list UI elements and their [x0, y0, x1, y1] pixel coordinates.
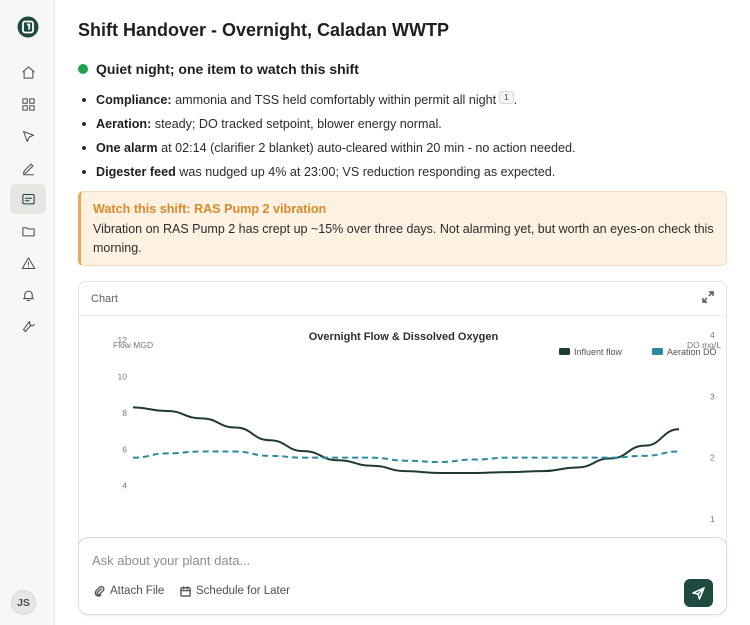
list-item: One alarm at 02:14 (clarifier 2 blanket)…: [78, 136, 728, 160]
status-indicator-dot: [78, 64, 88, 74]
legend-swatch: [559, 348, 570, 355]
y-right-tick-label: 4: [710, 330, 715, 340]
y-right-tick-label: 1: [710, 514, 715, 524]
status-text: Quiet night; one item to watch this shif…: [96, 61, 359, 77]
legend-label: Aeration DO: [667, 347, 717, 357]
list-item: Compliance: ammonia and TSS held comfort…: [78, 88, 728, 112]
y-left-tick-label: 4: [122, 481, 127, 491]
schedule-later-label: Schedule for Later: [196, 585, 290, 597]
nav-chat-button[interactable]: [10, 184, 46, 214]
app-logo-icon[interactable]: [16, 15, 40, 39]
y-left-tick-label: 10: [118, 371, 128, 381]
y-right-tick-label: 3: [710, 391, 715, 401]
attach-file-button[interactable]: Attach File: [94, 585, 164, 597]
calendar-icon: [180, 585, 191, 597]
nav-dashboard-button[interactable]: [10, 89, 46, 119]
y-left-tick-label: 8: [122, 408, 127, 418]
chat-input[interactable]: [92, 550, 652, 570]
series-line: [132, 450, 680, 463]
bullet-text: ammonia and TSS held comfortably within …: [171, 93, 497, 107]
list-item: Digester feed was nudged up 4% at 23:00;…: [78, 160, 728, 184]
dashboard-icon: [21, 97, 35, 111]
list-item: Aeration: steady; DO tracked setpoint, b…: [78, 112, 728, 136]
alert-icon: [21, 256, 35, 269]
pencil-icon: [22, 163, 34, 175]
y-axis-right-label: DO mg/L: [687, 340, 721, 350]
callout-title: Watch this shift: RAS Pump 2 vibration: [93, 202, 327, 216]
pointer-icon: [22, 130, 34, 142]
bullet-suffix: .: [513, 93, 518, 107]
chat-icon: [21, 193, 35, 204]
nav-files-button[interactable]: [10, 216, 46, 246]
watch-callout: Watch this shift: RAS Pump 2 vibration V…: [78, 191, 727, 266]
chart-title: Overnight Flow & Dissolved Oxygen: [309, 331, 499, 343]
status-summary: Quiet night; one item to watch this shif…: [78, 61, 359, 77]
nav-home-button[interactable]: [10, 57, 46, 87]
citation-badge[interactable]: 1: [499, 91, 514, 104]
series-line: [132, 406, 680, 474]
schedule-later-button[interactable]: Schedule for Later: [180, 585, 290, 597]
y-right-tick-label: 2: [710, 453, 715, 463]
bullet-label: One alarm: [96, 141, 158, 155]
attach-file-label: Attach File: [110, 585, 165, 597]
legend-swatch: [652, 348, 663, 355]
y-left-tick-label: 6: [122, 444, 127, 454]
y-axis-left-label: Flow MGD: [113, 340, 153, 350]
bell-icon: [22, 290, 34, 301]
send-button[interactable]: [684, 579, 713, 607]
expand-icon[interactable]: [702, 290, 714, 308]
bullet-text: at 02:14 (clarifier 2 blanket) auto-clea…: [157, 141, 576, 155]
chart-card: Chart Overnight Flow & Dissolved Oxygen F…: [78, 281, 727, 551]
home-icon: [21, 65, 35, 79]
bullet-text: was nudged up 4% at 23:00; VS reduction …: [175, 165, 556, 179]
chart-card-header: Chart: [79, 282, 726, 316]
nav-edit-button[interactable]: [10, 153, 46, 183]
wrench-icon: [22, 320, 35, 332]
nav-pointer-button[interactable]: [10, 121, 46, 151]
page-title: Shift Handover - Overnight, Caladan WWTP: [78, 20, 450, 40]
sidebar: JS: [0, 0, 55, 625]
nav-notifications-button[interactable]: [10, 280, 46, 310]
chat-composer: Attach File Schedule for Later: [78, 537, 727, 615]
paperclip-icon: [94, 585, 105, 597]
bullet-label: Compliance:: [96, 93, 172, 107]
nav-alerts-button[interactable]: [10, 248, 46, 278]
callout-body: Vibration on RAS Pump 2 has crept up ~15…: [93, 222, 714, 255]
user-avatar[interactable]: JS: [11, 590, 36, 615]
folder-icon: [21, 226, 35, 236]
bullet-label: Digester feed: [96, 165, 176, 179]
y-left-tick-label: 12: [118, 335, 128, 345]
send-icon: [692, 586, 705, 600]
summary-list: Compliance: ammonia and TSS held comfort…: [78, 88, 728, 184]
bullet-label: Aeration:: [96, 117, 152, 131]
legend-label: Influent flow: [574, 347, 623, 357]
nav-tools-button[interactable]: [10, 311, 46, 341]
chart-card-label: Chart: [91, 292, 118, 305]
bullet-text: steady; DO tracked setpoint, blower ener…: [151, 117, 442, 131]
line-chart: Overnight Flow & Dissolved Oxygen Flow MG…: [113, 330, 721, 524]
